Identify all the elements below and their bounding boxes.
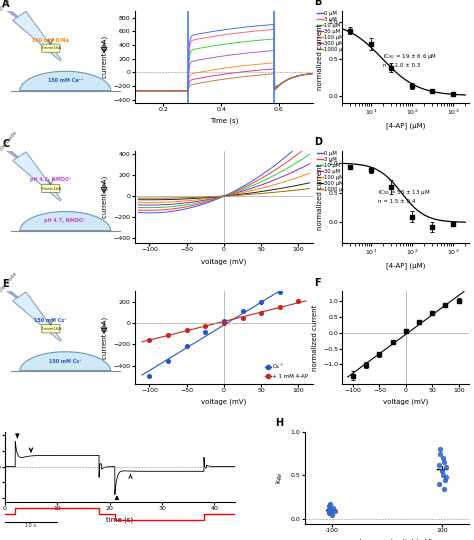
FancyBboxPatch shape [42,44,60,52]
Text: 150 mM K/Na: 150 mM K/Na [32,37,69,42]
Point [276,303,283,312]
Point [146,335,153,344]
Text: 150 mM Ca²⁺: 150 mM Ca²⁺ [47,78,83,83]
Point [440,458,448,467]
Y-axis label: current (pA): current (pA) [101,36,108,78]
Y-axis label: normalized current: normalized current [312,304,318,370]
X-axis label: membrane potential (mV): membrane potential (mV) [342,538,432,540]
Point [239,314,246,322]
Point [439,471,447,480]
Text: 10 s: 10 s [26,523,36,528]
Text: Tmem16A: Tmem16A [41,186,61,191]
Point [220,316,228,325]
Text: 150 mM Cs⁺: 150 mM Cs⁺ [35,318,67,322]
Point [183,326,191,335]
Legend: 0 μM, 3 μM, 10 μM, 30 μM, 100 μM, 300 μM, 1000 μM: 0 μM, 3 μM, 10 μM, 30 μM, 100 μM, 300 μM… [315,149,349,194]
FancyBboxPatch shape [42,325,60,333]
Point [328,511,336,519]
Text: E: E [2,279,9,289]
Point [442,462,450,471]
Text: IC$_{50}$ = 19 ± 6.6 μM
n = 1.0 ± 0.3: IC$_{50}$ = 19 ± 6.6 μM n = 1.0 ± 0.3 [383,52,437,68]
X-axis label: Time (s): Time (s) [210,118,238,124]
Point [220,318,228,327]
Text: H: H [275,418,283,428]
Point [327,500,334,508]
Point [201,322,209,330]
Y-axis label: normalized current: normalized current [317,24,323,90]
Y-axis label: current (pA): current (pA) [101,316,108,359]
Polygon shape [13,292,61,341]
X-axis label: voltage (mV): voltage (mV) [201,258,246,265]
Point [325,509,333,517]
Text: pH 4.7, NMDO⁺: pH 4.7, NMDO⁺ [45,218,86,223]
X-axis label: time (s): time (s) [107,516,134,523]
Point [436,461,443,469]
Point [437,445,444,454]
Point [438,467,446,475]
Text: Electrode: Electrode [0,130,18,152]
Text: F: F [314,278,321,288]
Point [146,372,153,381]
Legend: Cs$^+$, + 1 mM 4-AP: Cs$^+$, + 1 mM 4-AP [263,360,310,381]
Point [201,327,209,336]
Point [328,507,335,516]
Point [164,356,172,365]
Point [295,280,302,288]
Y-axis label: current (pA): current (pA) [101,176,108,218]
Point [257,309,265,318]
Polygon shape [13,152,61,201]
Point [326,508,333,517]
Point [327,505,334,514]
Point [326,504,333,513]
Y-axis label: normalized current: normalized current [317,164,323,231]
Polygon shape [20,352,111,372]
Text: Tmem16A: Tmem16A [41,327,61,331]
Legend: 0 μM, 3 μM, 10 μM, 30 μM, 100 μM, 300 μM, 1000 μM: 0 μM, 3 μM, 10 μM, 30 μM, 100 μM, 300 μM… [315,9,349,54]
Point [441,476,449,484]
Point [331,507,339,515]
Text: Electrode: Electrode [0,270,18,292]
Polygon shape [20,212,111,231]
Polygon shape [20,71,111,91]
X-axis label: voltage (mV): voltage (mV) [383,399,428,405]
X-axis label: voltage (mV): voltage (mV) [201,399,246,405]
Point [239,307,246,316]
Point [436,480,443,489]
FancyBboxPatch shape [42,184,60,193]
Text: 150 mM Cs⁺: 150 mM Cs⁺ [49,359,82,363]
Point [439,454,447,462]
Point [164,330,172,339]
Y-axis label: k$_{Re}$: k$_{Re}$ [275,471,285,484]
Text: Tmem16A: Tmem16A [41,46,61,50]
X-axis label: [4-AP] (μM): [4-AP] (μM) [386,262,426,269]
Polygon shape [13,11,61,60]
Text: IC$_{50}$ = 55 ± 13 μM
n = 1.5 ± 0.4: IC$_{50}$ = 55 ± 13 μM n = 1.5 ± 0.4 [378,188,430,204]
Text: D: D [314,137,322,147]
X-axis label: [4-AP] (μM): [4-AP] (μM) [386,122,426,129]
Point [440,484,448,493]
Point [257,298,265,306]
Text: B: B [314,0,322,7]
Point [442,473,450,482]
Point [329,504,337,512]
Text: A: A [2,0,10,9]
Point [295,296,302,305]
Point [276,288,283,296]
Text: Electrode: Electrode [0,0,18,12]
Point [183,342,191,350]
Text: C: C [2,139,9,149]
Point [326,502,333,510]
Text: pH 4.2, NMDO⁺: pH 4.2, NMDO⁺ [30,177,72,183]
Point [437,449,444,458]
